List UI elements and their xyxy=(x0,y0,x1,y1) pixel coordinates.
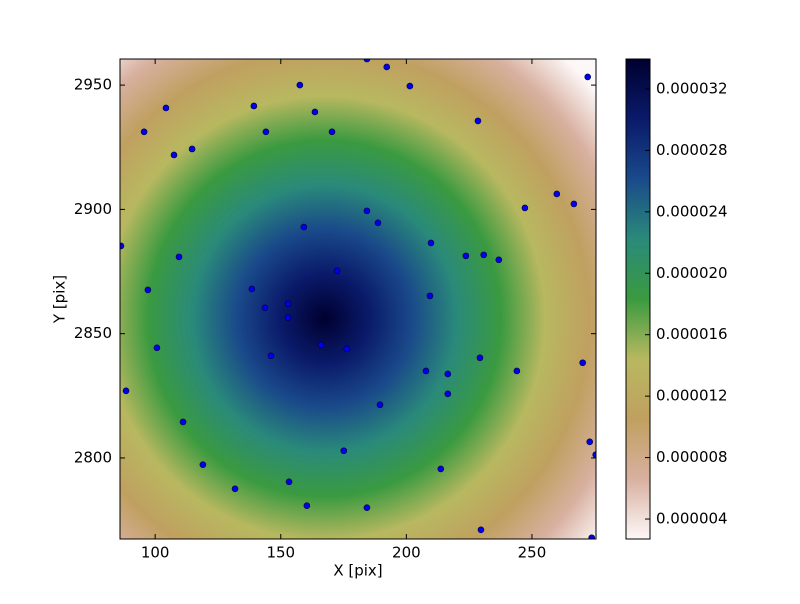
y-tick-label: 2950 xyxy=(74,76,112,94)
data-point xyxy=(231,485,239,493)
data-point xyxy=(579,359,586,367)
data-point xyxy=(188,145,196,153)
data-point xyxy=(444,370,452,378)
data-point xyxy=(376,401,384,409)
plot-frame xyxy=(119,58,597,540)
colorbar-tick-label: 0.000012 xyxy=(656,387,728,405)
colorbar-tick-label: 0.000020 xyxy=(656,264,728,282)
colorbar-tick-label: 0.000008 xyxy=(656,448,728,466)
data-point xyxy=(175,253,183,261)
data-point xyxy=(250,102,258,110)
data-point xyxy=(153,344,161,352)
data-point xyxy=(162,104,170,112)
x-tick-label: 250 xyxy=(518,544,547,562)
data-point xyxy=(140,128,148,136)
data-point xyxy=(584,73,592,81)
data-point xyxy=(476,354,484,362)
data-point xyxy=(267,352,275,360)
data-point xyxy=(474,117,482,125)
data-point xyxy=(480,251,488,259)
data-point xyxy=(296,81,304,89)
data-point xyxy=(588,534,596,539)
x-axis-label: X [pix] xyxy=(333,562,382,580)
y-tick-label: 2850 xyxy=(74,324,112,342)
data-point xyxy=(284,314,292,322)
data-point xyxy=(586,438,594,446)
data-point xyxy=(333,267,341,275)
colorbar-tick-label: 0.000016 xyxy=(656,325,728,343)
data-point xyxy=(343,345,351,353)
x-tick-label: 150 xyxy=(266,544,295,562)
data-point xyxy=(426,292,434,300)
data-point xyxy=(179,418,187,426)
data-point xyxy=(285,478,293,486)
data-point xyxy=(495,256,503,264)
data-point xyxy=(477,526,485,534)
y-axis-label: Y [pix] xyxy=(51,275,69,324)
data-point xyxy=(300,223,308,231)
data-point xyxy=(570,200,578,208)
data-point xyxy=(374,219,382,227)
data-point xyxy=(261,304,269,312)
data-point xyxy=(328,128,336,136)
colorbar-tick-label: 0.000004 xyxy=(656,510,728,528)
y-tick-label: 2900 xyxy=(74,200,112,218)
data-point xyxy=(363,59,371,63)
colorbar-tick-label: 0.000028 xyxy=(656,141,728,159)
colorbar-tick-label: 0.000032 xyxy=(656,79,728,97)
data-point xyxy=(144,286,152,294)
data-point xyxy=(248,285,256,293)
data-point xyxy=(170,151,178,159)
data-point xyxy=(363,207,371,215)
heatmap xyxy=(120,59,596,539)
data-point xyxy=(303,502,311,509)
x-tick-label: 100 xyxy=(141,544,170,562)
data-point xyxy=(199,461,207,468)
data-point xyxy=(444,390,452,398)
x-tick-label: 200 xyxy=(392,544,421,562)
colorbar xyxy=(625,58,651,540)
data-point xyxy=(437,465,445,473)
data-point xyxy=(122,387,130,395)
data-point xyxy=(422,367,430,375)
data-point xyxy=(317,341,325,349)
data-point xyxy=(462,252,470,260)
data-point xyxy=(262,128,270,136)
colorbar-tick-label: 0.000024 xyxy=(656,202,728,220)
data-point xyxy=(427,239,435,247)
data-point xyxy=(513,367,521,375)
data-point xyxy=(311,108,319,116)
data-point xyxy=(363,504,371,511)
data-point xyxy=(120,242,125,250)
data-point xyxy=(340,447,348,455)
data-point xyxy=(383,63,391,71)
data-point xyxy=(521,204,529,212)
data-point xyxy=(284,300,292,308)
data-point xyxy=(553,190,561,198)
data-point xyxy=(406,82,414,90)
y-tick-label: 2800 xyxy=(74,448,112,466)
